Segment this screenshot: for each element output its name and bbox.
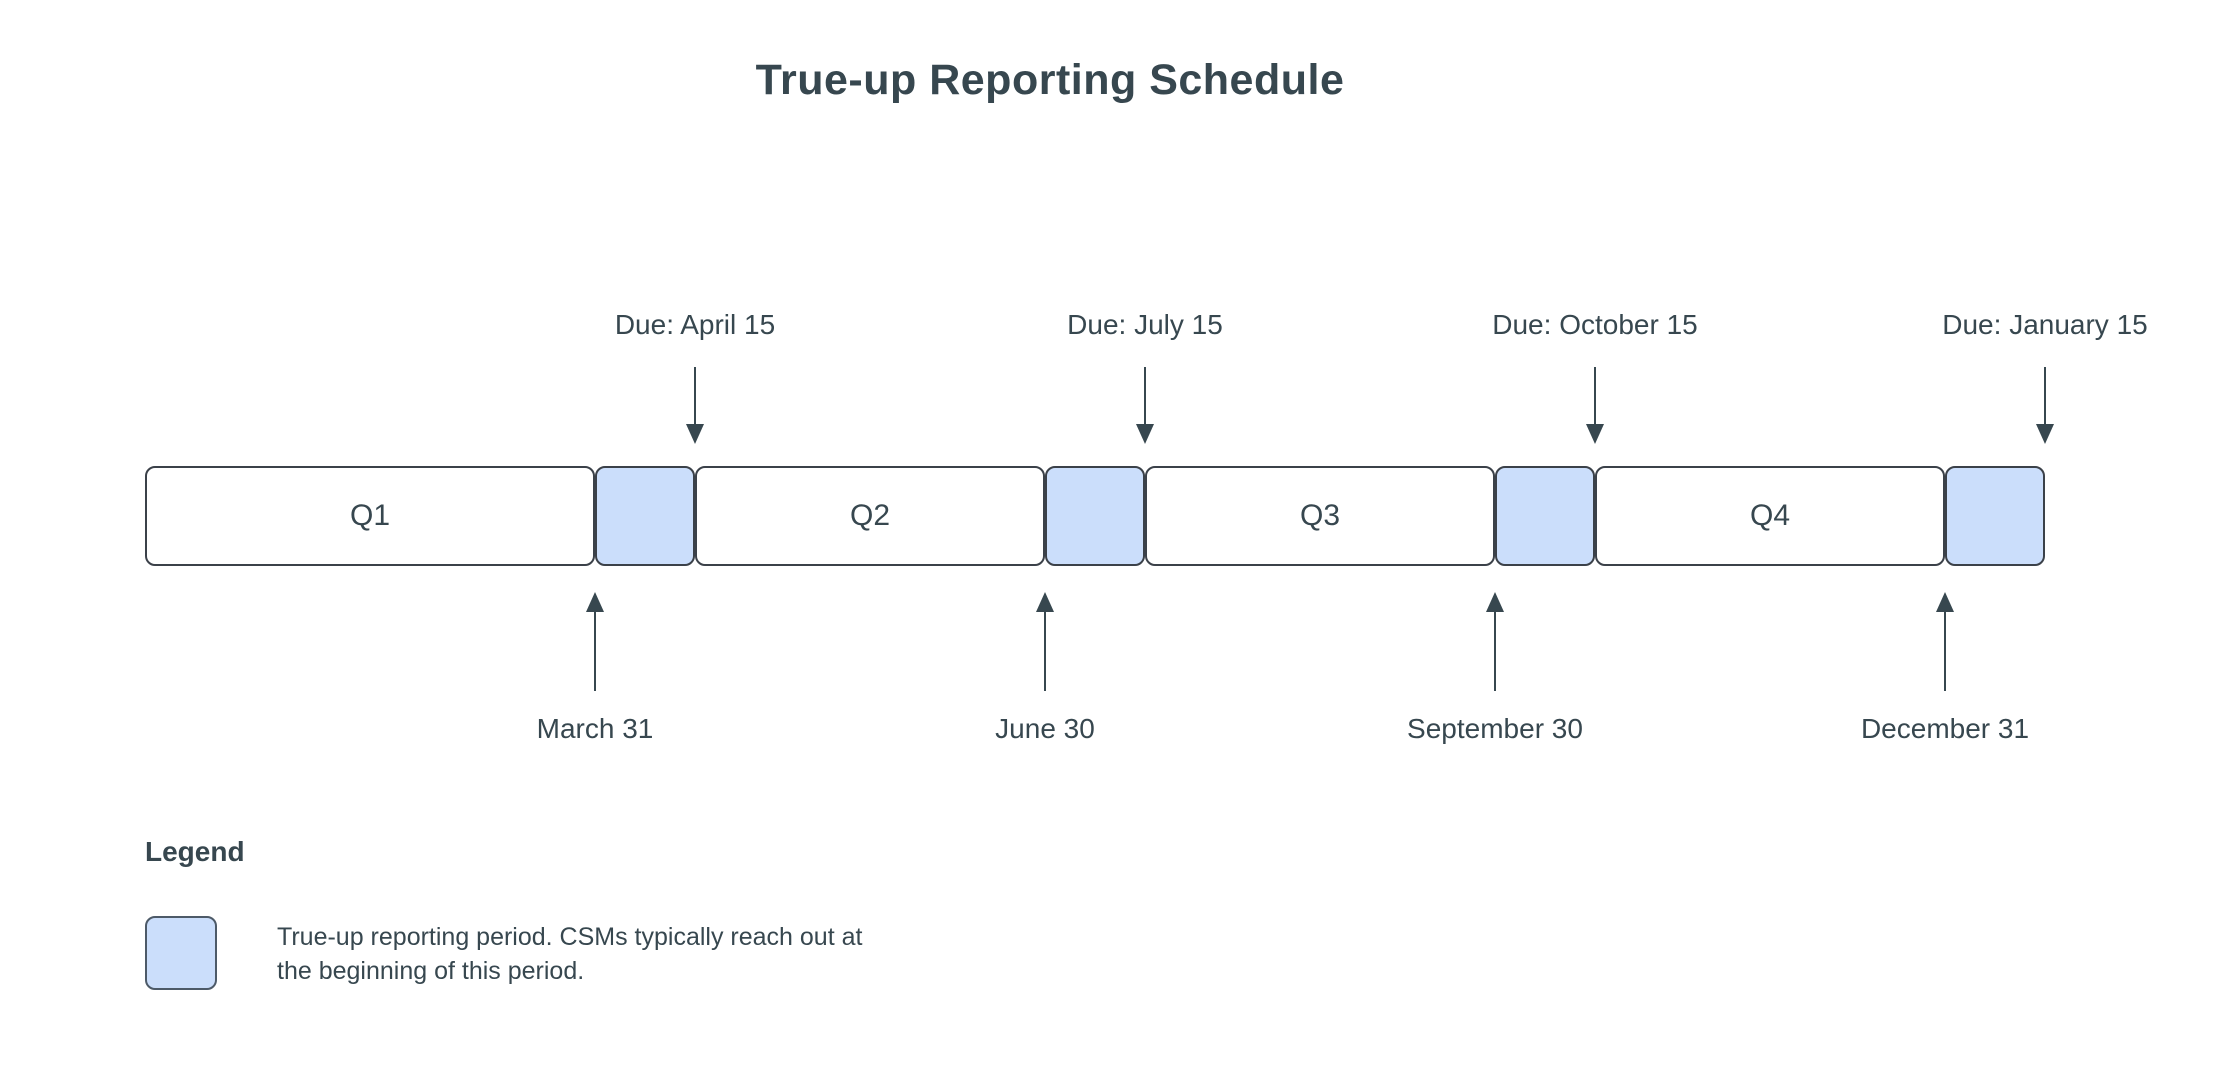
arrow-shaft bbox=[1594, 367, 1596, 424]
quarter-end-arrow-up-q1 bbox=[586, 592, 604, 691]
segment-q1: Q1 bbox=[145, 466, 595, 566]
arrow-head-down-icon bbox=[1136, 424, 1154, 444]
due-date-label-q2: Due: July 15 bbox=[1067, 309, 1223, 340]
arrow-shaft bbox=[1944, 612, 1946, 691]
arrow-head-down-icon bbox=[1586, 424, 1604, 444]
arrow-shaft bbox=[1044, 612, 1046, 691]
quarter-end-label-q2: June 30 bbox=[995, 713, 1095, 744]
legend-heading: Legend bbox=[145, 836, 245, 867]
arrow-shaft bbox=[2044, 367, 2046, 424]
segment-trueup-period-2 bbox=[1045, 466, 1145, 566]
arrow-head-up-icon bbox=[586, 592, 604, 612]
arrow-head-down-icon bbox=[686, 424, 704, 444]
arrow-head-down-icon bbox=[2036, 424, 2054, 444]
segment-label: Q2 bbox=[849, 499, 891, 532]
quarter-end-arrow-up-q3 bbox=[1486, 592, 1504, 691]
legend-description-line2: the beginning of this period. bbox=[277, 957, 585, 985]
quarter-end-label-q1: March 31 bbox=[536, 713, 654, 744]
segment-trueup-period-4 bbox=[1945, 466, 2045, 566]
due-date-arrow-down-q4 bbox=[2036, 367, 2054, 444]
due-date-arrow-down-q2 bbox=[1136, 367, 1154, 444]
segment-q4: Q4 bbox=[1595, 466, 1945, 566]
segment-label: Q4 bbox=[1749, 499, 1791, 532]
quarter-end-label-q4: December 31 bbox=[1860, 713, 2030, 744]
arrow-shaft bbox=[694, 367, 696, 424]
legend-description-line1: True-up reporting period. CSMs typically… bbox=[277, 923, 863, 951]
due-date-label-q3: Due: October 15 bbox=[1492, 309, 1698, 340]
legend-description: True-up reporting period. CSMs typically… bbox=[277, 920, 862, 988]
arrow-shaft bbox=[1494, 612, 1496, 691]
segment-q2: Q2 bbox=[695, 466, 1045, 566]
trueup-period-swatch bbox=[145, 916, 217, 990]
arrow-shaft bbox=[1144, 367, 1146, 424]
segment-label: Q3 bbox=[1299, 499, 1341, 532]
diagram-title: True-up Reporting Schedule bbox=[755, 56, 1345, 104]
segment-label: Q1 bbox=[349, 499, 391, 532]
due-date-label-q1: Due: April 15 bbox=[614, 309, 776, 340]
due-date-label-q4: Due: January 15 bbox=[1942, 309, 2148, 340]
segment-trueup-period-1 bbox=[595, 466, 695, 566]
due-date-arrow-down-q1 bbox=[686, 367, 704, 444]
due-date-arrow-down-q3 bbox=[1586, 367, 1604, 444]
quarter-end-arrow-up-q2 bbox=[1036, 592, 1054, 691]
segment-trueup-period-3 bbox=[1495, 466, 1595, 566]
arrow-shaft bbox=[594, 612, 596, 691]
arrow-head-up-icon bbox=[1036, 592, 1054, 612]
quarter-end-label-q3: September 30 bbox=[1407, 713, 1583, 744]
quarter-end-arrow-up-q4 bbox=[1936, 592, 1954, 691]
segment-q3: Q3 bbox=[1145, 466, 1495, 566]
arrow-head-up-icon bbox=[1486, 592, 1504, 612]
arrow-head-up-icon bbox=[1936, 592, 1954, 612]
